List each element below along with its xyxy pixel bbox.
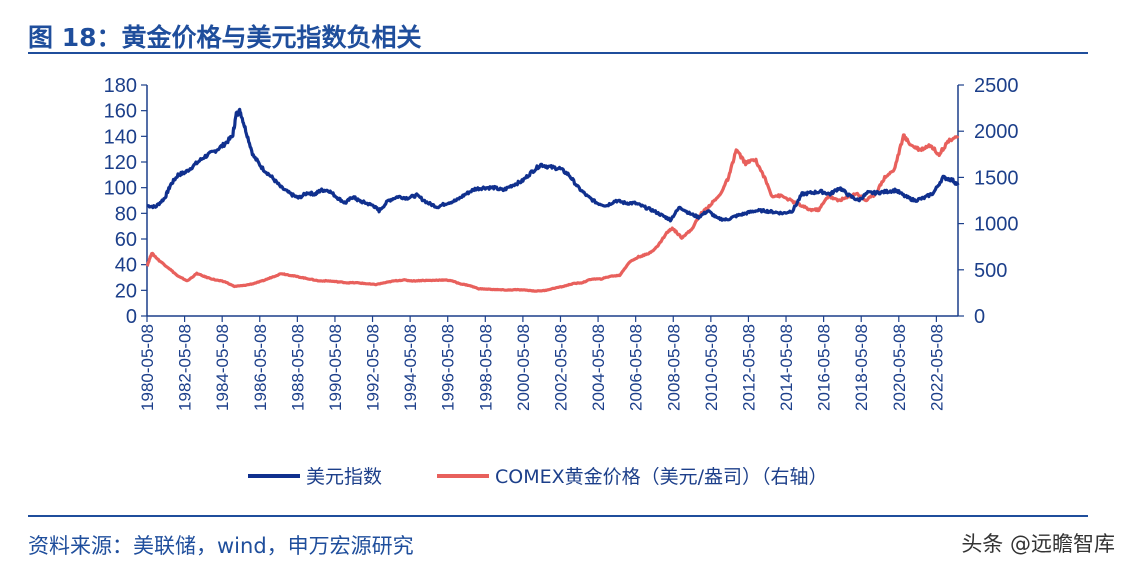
axes: 0 20 40 60 80 100 120 140 160 180 0 500 1000 1500 2000… — [104, 75, 1019, 411]
x-tick-label: 1994-05-08 — [401, 324, 420, 411]
x-tick-label: 2006-05-08 — [627, 324, 646, 411]
y-right-tick-label: 2500 — [974, 75, 1019, 97]
y-left-tick-label: 180 — [104, 75, 137, 97]
legend-label: COMEX黄金价格（美元/盎司）（右轴） — [495, 466, 828, 488]
y-left-tick-label: 120 — [104, 152, 137, 174]
y-right-tick-label: 500 — [974, 260, 1007, 282]
x-tick-label: 2018-05-08 — [852, 324, 871, 411]
x-tick-label: 1986-05-08 — [251, 324, 270, 411]
x-tick-label: 2012-05-08 — [739, 324, 758, 411]
y-left-tick-label: 20 — [115, 280, 137, 302]
x-tick-label: 2022-05-08 — [927, 324, 946, 411]
chart-legend: 美元指数 COMEX黄金价格（美元/盎司）（右轴） — [248, 466, 828, 488]
x-tick-label: 1998-05-08 — [476, 324, 495, 411]
series-line — [145, 133, 960, 293]
x-tick-label: 2020-05-08 — [890, 324, 909, 411]
y-left-tick-label: 100 — [104, 178, 137, 200]
y-left-tick-label: 80 — [115, 203, 137, 225]
y-right-tick-label: 1000 — [974, 214, 1019, 236]
x-tick-label: 2002-05-08 — [551, 324, 570, 411]
legend-label: 美元指数 — [306, 466, 382, 488]
x-tick-label: 1984-05-08 — [213, 324, 232, 411]
page-title: 图 18：黄金价格与美元指数负相关 — [28, 23, 422, 52]
x-tick-label: 2016-05-08 — [815, 324, 834, 411]
y-left-tick-label: 160 — [104, 101, 137, 123]
series-layer — [145, 107, 960, 293]
x-tick-label: 1990-05-08 — [326, 324, 345, 411]
usd-gold-chart: 0 20 40 60 80 100 120 140 160 180 0 500 1000 1500 2000… — [104, 75, 1019, 488]
x-tick-label: 1996-05-08 — [439, 324, 458, 411]
title-divider — [28, 52, 1088, 54]
y-right-tick-label: 0 — [974, 306, 985, 328]
watermark: 头条 @远瞻智库 — [961, 532, 1115, 556]
y-left-tick-label: 40 — [115, 255, 137, 277]
y-left-tick-label: 0 — [126, 306, 137, 328]
footer-divider — [28, 515, 1088, 517]
x-tick-label: 1992-05-08 — [364, 324, 383, 411]
y-right-tick-label: 1500 — [974, 167, 1019, 189]
x-tick-label: 2014-05-08 — [777, 324, 796, 411]
source-note: 资料来源：美联储，wind，申万宏源研究 — [28, 534, 414, 558]
x-tick-label: 2008-05-08 — [664, 324, 683, 411]
y-right-tick-label: 2000 — [974, 121, 1019, 143]
x-tick-label: 1982-05-08 — [176, 324, 195, 411]
x-tick-label: 1980-05-08 — [138, 324, 157, 411]
series-line — [146, 107, 960, 223]
x-tick-label: 2000-05-08 — [514, 324, 533, 411]
y-left-tick-label: 140 — [104, 126, 137, 148]
x-tick-label: 2010-05-08 — [702, 324, 721, 411]
x-tick-label: 2004-05-08 — [589, 324, 608, 411]
y-left-tick-label: 60 — [115, 229, 137, 251]
x-tick-label: 1988-05-08 — [288, 324, 307, 411]
